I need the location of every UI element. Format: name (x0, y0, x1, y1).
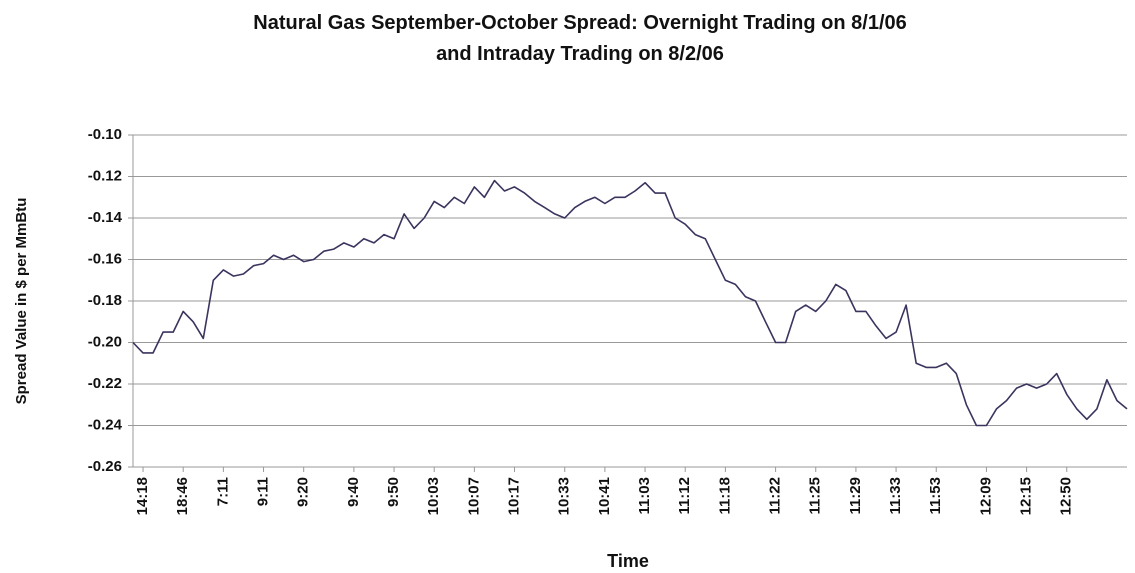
chart-title: and Intraday Trading on 8/2/06 (436, 43, 724, 65)
x-axis-label: Time (607, 551, 649, 571)
x-tick-label: 12:09 (977, 477, 994, 515)
x-tick-label: 12:50 (1058, 477, 1075, 515)
x-tick-label: 11:22 (767, 477, 784, 515)
y-axis-label: Spread Value in $ per MmBtu (13, 198, 30, 405)
x-tick-label: 18:46 (174, 477, 191, 515)
x-tick-label: 9:11 (254, 477, 271, 506)
x-tick-label: 11:29 (847, 477, 864, 515)
x-tick-label: 11:33 (887, 477, 904, 515)
x-tick-label: 9:20 (295, 477, 312, 507)
y-tick-label: -0.14 (88, 209, 123, 226)
x-tick-label: 11:03 (636, 477, 653, 515)
x-tick-label: 7:11 (214, 477, 231, 506)
x-tick-label: 11:18 (716, 477, 733, 515)
x-tick-label: 10:17 (506, 477, 523, 515)
y-tick-label: -0.16 (88, 250, 122, 267)
x-tick-label: 10:07 (465, 477, 482, 515)
y-tick-label: -0.12 (88, 167, 122, 184)
data-line (132, 179, 1128, 427)
y-tick-label: -0.10 (88, 126, 122, 143)
x-tick-label: 10:33 (556, 477, 573, 515)
x-tick-label: 10:41 (596, 477, 613, 515)
y-tick-label: -0.22 (88, 375, 122, 392)
chart-title: Natural Gas September-October Spread: Ov… (253, 12, 907, 34)
x-tick-label: 9:50 (385, 477, 402, 507)
x-tick-label: 11:25 (807, 477, 824, 515)
x-tick-label: 12:15 (1018, 477, 1035, 515)
x-tick-label: 11:53 (927, 477, 944, 515)
y-tick-label: -0.26 (88, 458, 122, 475)
y-tick-label: -0.20 (88, 333, 122, 350)
x-tick-label: 14:18 (134, 477, 151, 515)
x-tick-label: 9:40 (345, 477, 362, 507)
x-tick-label: 11:12 (676, 477, 693, 515)
x-tick-label: 10:03 (425, 477, 442, 515)
y-tick-label: -0.24 (88, 416, 123, 433)
y-tick-label: -0.18 (88, 292, 122, 309)
